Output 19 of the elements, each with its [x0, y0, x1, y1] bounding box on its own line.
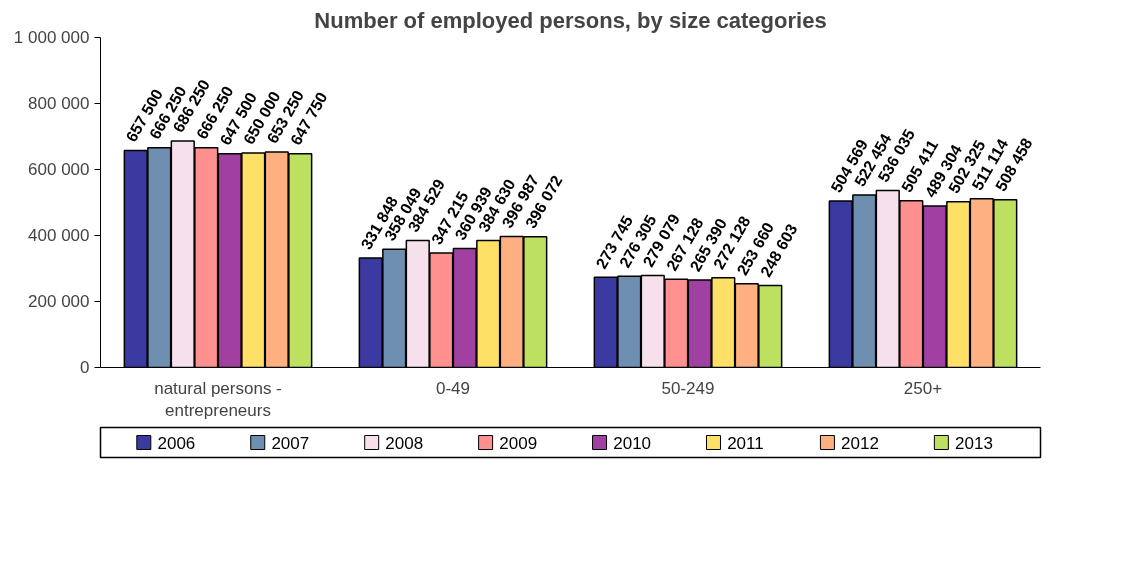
y-tick-label: 0: [80, 358, 90, 377]
chart-title: Number of employed persons, by size categories: [314, 7, 827, 33]
legend-label: 2010: [613, 433, 652, 453]
legend-label: 2009: [499, 433, 538, 453]
y-tick-label: 800 000: [28, 94, 90, 113]
legend-label: 2012: [841, 433, 879, 453]
x-tick-label: 50-249: [661, 378, 715, 398]
x-tick-label: 250+: [903, 378, 943, 398]
y-tick-label: 1 000 000: [13, 28, 90, 47]
y-tick-label: 200 000: [28, 292, 90, 311]
y-tick-label: 600 000: [28, 160, 90, 179]
legend-label: 2011: [727, 433, 764, 453]
legend-label: 2006: [157, 433, 196, 453]
legend-label: 2008: [385, 433, 424, 453]
legend-label: 2013: [955, 433, 993, 453]
x-tick-label: natural persons - entrepreneurs: [154, 378, 282, 421]
x-tick-label: 0-49: [435, 378, 471, 398]
legend-label: 2007: [271, 433, 310, 453]
y-tick-label: 400 000: [28, 226, 90, 245]
